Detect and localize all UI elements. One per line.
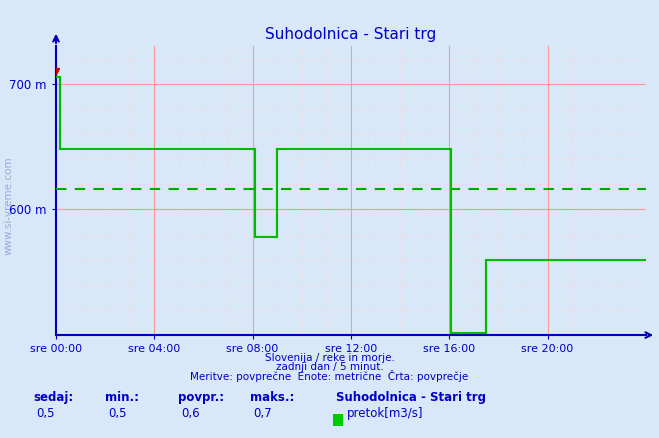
- Title: Suhodolnica - Stari trg: Suhodolnica - Stari trg: [266, 27, 436, 42]
- Text: min.:: min.:: [105, 391, 140, 404]
- Text: maks.:: maks.:: [250, 391, 295, 404]
- Text: povpr.:: povpr.:: [178, 391, 224, 404]
- Text: sedaj:: sedaj:: [33, 391, 73, 404]
- Text: zadnji dan / 5 minut.: zadnji dan / 5 minut.: [275, 362, 384, 372]
- Text: 0,7: 0,7: [254, 407, 272, 420]
- Text: 0,6: 0,6: [181, 407, 200, 420]
- Text: pretok[m3/s]: pretok[m3/s]: [347, 407, 424, 420]
- Text: Slovenija / reke in morje.: Slovenija / reke in morje.: [264, 353, 395, 364]
- Text: 0,5: 0,5: [36, 407, 55, 420]
- Text: Meritve: povprečne  Enote: metrične  Črta: povprečje: Meritve: povprečne Enote: metrične Črta:…: [190, 370, 469, 382]
- Text: 0,5: 0,5: [109, 407, 127, 420]
- Text: Suhodolnica - Stari trg: Suhodolnica - Stari trg: [336, 391, 486, 404]
- Text: www.si-vreme.com: www.si-vreme.com: [3, 156, 14, 255]
